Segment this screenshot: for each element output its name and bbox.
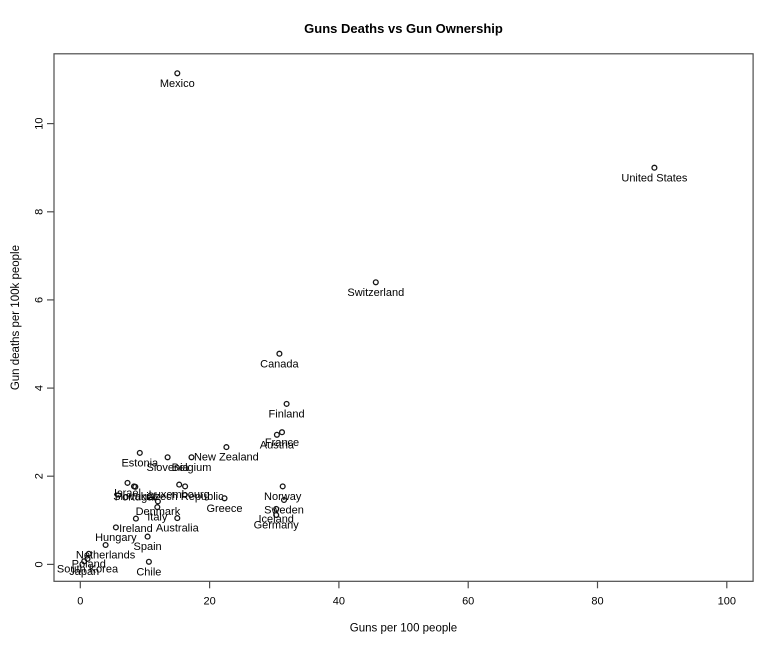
svg-text:100: 100 [718,595,736,607]
svg-text:Greece: Greece [206,503,242,515]
svg-text:6: 6 [33,297,45,303]
svg-text:4: 4 [33,385,45,391]
svg-text:Australia: Australia [156,523,200,535]
svg-text:Switzerland: Switzerland [347,287,404,299]
svg-text:France: France [265,437,299,449]
svg-text:2: 2 [33,473,45,479]
svg-text:0: 0 [77,595,83,607]
svg-text:Israel: Israel [114,488,141,500]
svg-text:Iceland: Iceland [258,514,293,526]
svg-text:Portugal: Portugal [115,491,156,503]
svg-text:Guns Deaths vs Gun Ownership: Guns Deaths vs Gun Ownership [304,21,503,36]
svg-text:8: 8 [33,209,45,215]
svg-text:40: 40 [333,595,345,607]
svg-text:Finland: Finland [269,409,305,421]
svg-text:Italy: Italy [147,512,168,524]
svg-text:10: 10 [33,117,45,129]
svg-text:Hungary: Hungary [95,532,137,544]
svg-text:Japan: Japan [69,566,99,578]
svg-text:Denmark: Denmark [136,506,181,518]
svg-text:60: 60 [462,595,474,607]
svg-text:80: 80 [591,595,603,607]
svg-text:Germany: Germany [254,520,300,532]
svg-text:Canada: Canada [260,358,299,370]
svg-text:Spain: Spain [134,541,162,553]
svg-text:Ireland: Ireland [119,523,153,535]
svg-text:Netherlands: Netherlands [76,550,136,562]
svg-text:Slovakia: Slovakia [113,491,155,503]
svg-text:Austria: Austria [260,439,295,451]
svg-text:New Zealand: New Zealand [194,452,259,464]
svg-text:20: 20 [203,595,215,607]
svg-text:Czech Republic: Czech Republic [147,491,225,503]
svg-text:Sweden: Sweden [264,505,304,517]
svg-text:Poland: Poland [72,558,106,570]
svg-text:Guns per 100 people: Guns per 100 people [350,623,457,635]
svg-text:United States: United States [621,172,688,184]
svg-text:Chile: Chile [136,566,161,578]
svg-text:Estonia: Estonia [121,458,159,470]
svg-text:Mexico: Mexico [160,78,195,90]
svg-text:Luxembourg: Luxembourg [149,489,210,501]
svg-text:Slovenia: Slovenia [146,462,189,474]
svg-text:South Korea: South Korea [57,564,119,576]
svg-text:0: 0 [33,561,45,567]
svg-text:Belgium: Belgium [172,462,212,474]
svg-text:Norway: Norway [264,491,302,503]
svg-text:Gun deaths per 100k people: Gun deaths per 100k people [10,245,22,390]
